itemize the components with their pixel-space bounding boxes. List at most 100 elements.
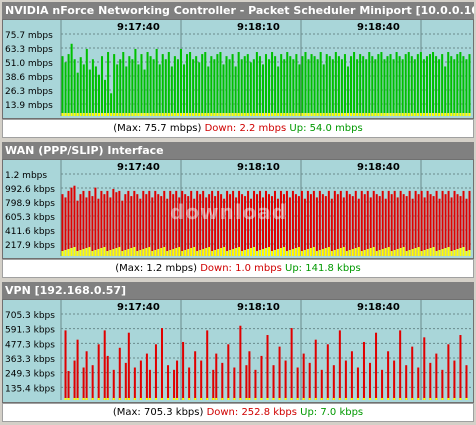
up-bar xyxy=(113,113,116,116)
up-bar xyxy=(188,398,191,400)
bar xyxy=(184,194,187,256)
bar xyxy=(360,190,363,256)
bar xyxy=(97,198,100,256)
up-bar xyxy=(85,113,88,116)
bar xyxy=(270,196,273,256)
up-bar xyxy=(254,398,257,400)
bar xyxy=(285,190,288,256)
up-bar xyxy=(429,398,432,400)
bar xyxy=(106,355,109,400)
bar xyxy=(393,360,396,400)
up-bar xyxy=(312,247,315,256)
up-bar xyxy=(210,113,213,116)
up-bar xyxy=(453,398,456,400)
up-bar xyxy=(243,113,246,116)
bar xyxy=(328,56,331,116)
bar xyxy=(468,190,471,256)
up-bar xyxy=(456,249,459,256)
up-bar xyxy=(343,113,346,116)
up-bar xyxy=(310,113,313,116)
up-bar xyxy=(374,113,377,116)
up-bar xyxy=(67,113,70,116)
up-bar xyxy=(193,247,196,256)
up-bar xyxy=(324,248,327,256)
bar xyxy=(88,69,91,116)
up-bar xyxy=(432,247,435,256)
bar xyxy=(314,339,317,400)
bar xyxy=(273,190,276,256)
up-bar xyxy=(273,250,276,256)
up-bar xyxy=(298,113,301,116)
up-bar xyxy=(112,398,115,400)
up-bar xyxy=(133,247,136,256)
bar xyxy=(272,365,275,400)
bar xyxy=(154,190,157,256)
up-bar xyxy=(285,251,288,256)
bar xyxy=(188,367,191,400)
bar xyxy=(109,197,112,256)
up-bar xyxy=(143,113,146,116)
bar xyxy=(151,197,154,256)
chart-plot: 1.2 mbps 992.6 kbps 798.9 kbps 605.3 kbps 41… xyxy=(2,159,474,259)
bar xyxy=(193,198,196,256)
up-bar xyxy=(61,251,64,256)
bar xyxy=(465,365,468,400)
bar xyxy=(202,190,205,256)
bar xyxy=(253,190,256,256)
bar xyxy=(110,93,113,116)
up-bar xyxy=(459,248,462,256)
up-bar xyxy=(435,251,438,256)
bar xyxy=(241,194,244,256)
up-bar xyxy=(70,113,73,116)
up-bar xyxy=(345,251,348,256)
up-bar xyxy=(453,113,456,116)
up-bar xyxy=(278,398,281,400)
up-bar xyxy=(316,113,319,116)
up-bar xyxy=(328,113,331,116)
bar xyxy=(166,198,169,256)
y-tick-label: 26.3 mbps xyxy=(5,87,53,97)
up-bar xyxy=(356,113,359,116)
bar xyxy=(348,194,351,256)
up-bar xyxy=(402,247,405,256)
up-bar xyxy=(134,113,137,116)
up-bar xyxy=(182,113,186,116)
up-bar xyxy=(318,250,321,256)
bar xyxy=(124,362,127,400)
up-bar xyxy=(290,398,293,400)
bar xyxy=(291,190,294,256)
y-tick-label: 591.3 kbps xyxy=(5,326,55,336)
up-bar xyxy=(267,247,270,256)
bar xyxy=(249,62,252,116)
up-bar xyxy=(357,247,360,256)
up-bar xyxy=(353,113,356,116)
up-bar xyxy=(386,113,389,116)
bar xyxy=(288,197,291,256)
bar xyxy=(296,367,299,400)
up-bar xyxy=(288,250,291,256)
bar xyxy=(146,52,149,116)
bar xyxy=(368,52,371,116)
up-bar xyxy=(417,247,420,256)
up-bar xyxy=(289,113,292,116)
bar xyxy=(143,69,146,116)
up-bar xyxy=(176,398,179,400)
bar xyxy=(453,190,456,256)
bar xyxy=(149,56,152,116)
up-bar xyxy=(139,398,142,400)
bar xyxy=(356,367,359,400)
bar xyxy=(227,344,230,400)
up-bar xyxy=(399,398,402,400)
up-bar xyxy=(407,113,410,116)
bar xyxy=(297,196,300,256)
up-bar xyxy=(109,250,112,256)
up-bar xyxy=(320,398,323,400)
bar xyxy=(164,59,167,116)
up-bar xyxy=(182,398,185,400)
time-label: 9:18:40 xyxy=(357,22,400,33)
bar xyxy=(456,194,459,256)
bar xyxy=(237,52,240,116)
bar xyxy=(201,54,204,116)
bar xyxy=(290,328,293,400)
up-bar xyxy=(313,113,316,116)
